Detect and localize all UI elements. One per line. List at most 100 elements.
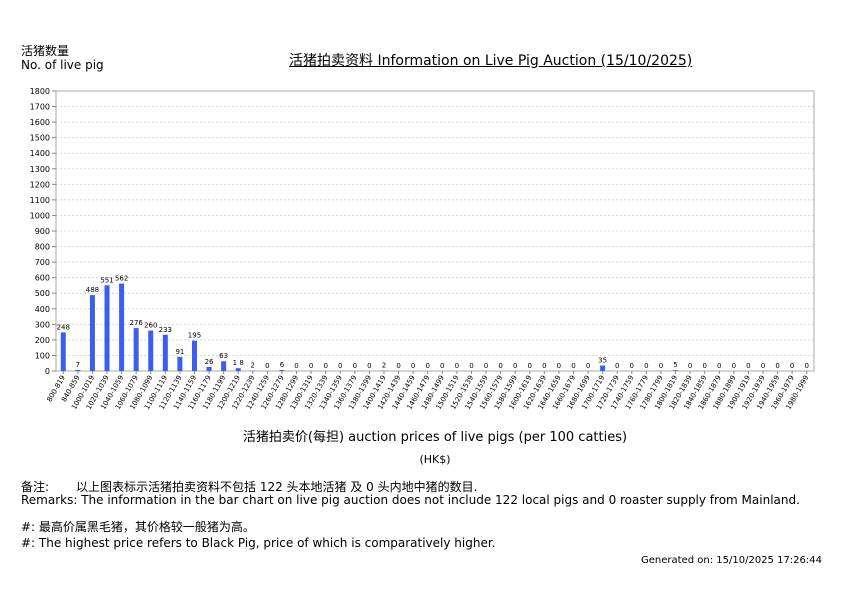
bar-value-label: 0 xyxy=(265,362,269,370)
y-axis-title-chinese: 活猪数量 xyxy=(21,44,70,58)
bar-value-label: 35 xyxy=(598,357,607,365)
remark-label: 备注: xyxy=(21,480,50,494)
bar-chart: 0100200300400500600700800900100011001200… xyxy=(30,87,815,411)
y-tick-label: 1800 xyxy=(30,87,50,96)
y-tick-label: 100 xyxy=(35,351,50,360)
bar xyxy=(162,334,168,371)
bar-value-label: 562 xyxy=(115,275,128,283)
bar-value-label: 0 xyxy=(557,362,561,370)
y-tick-label: 1000 xyxy=(30,211,50,220)
bar xyxy=(104,285,110,371)
x-axis-title: 活猪拍卖价(每担) auction prices of live pigs (p… xyxy=(242,430,628,445)
bar-value-label: 0 xyxy=(732,362,736,370)
bar-value-label: 0 xyxy=(688,362,692,370)
bar-value-label: 260 xyxy=(144,322,157,330)
bar-value-label: 0 xyxy=(702,362,706,370)
y-tick-label: 800 xyxy=(35,243,50,252)
bar xyxy=(119,283,125,371)
bar-value-label: 0 xyxy=(630,362,634,370)
bar-value-label: 0 xyxy=(323,362,327,370)
bar xyxy=(75,369,81,371)
bar-value-label: 233 xyxy=(159,326,172,334)
bar-value-label: 63 xyxy=(219,352,228,360)
y-tick-label: 400 xyxy=(35,305,50,314)
bar-value-label: 0 xyxy=(586,362,590,370)
bar-value-label: 0 xyxy=(513,362,517,370)
bar-value-label: 0 xyxy=(775,362,779,370)
note-english: #: The highest price refers to Black Pig… xyxy=(21,536,496,550)
bar-value-label: 2 xyxy=(382,362,386,370)
bar-value-label: 2 xyxy=(251,362,255,370)
bar-value-label: 0 xyxy=(309,362,313,370)
bar-value-label: 195 xyxy=(188,332,201,340)
bar-value-label: 248 xyxy=(57,323,70,331)
bar xyxy=(60,332,66,371)
chart-title: 活猪拍卖资料 Information on Live Pig Auction (… xyxy=(289,53,693,69)
y-tick-label: 500 xyxy=(35,289,50,298)
note-chinese: #: 最高价属黑毛猪，其价格较一般猪为高。 xyxy=(21,520,255,534)
generated-timestamp: Generated on: 15/10/2025 17:26:44 xyxy=(641,555,822,566)
x-axis-ticks: 800-819840-8591000-10191020-10391040-105… xyxy=(45,371,810,411)
y-tick-label: 600 xyxy=(35,274,50,283)
bar xyxy=(673,370,679,371)
bar-value-label: 0 xyxy=(571,362,575,370)
bar-value-label: 0 xyxy=(425,362,429,370)
y-tick-label: 0 xyxy=(45,367,50,376)
bar-value-label: 0 xyxy=(353,362,357,370)
bar-value-label: 0 xyxy=(542,362,546,370)
bar-value-label: 26 xyxy=(205,358,214,366)
bar-value-label: 0 xyxy=(455,362,459,370)
bar-value-label: 0 xyxy=(294,362,298,370)
bar xyxy=(279,370,285,371)
bar-value-label: 1 8 xyxy=(233,359,244,367)
bar-value-label: 0 xyxy=(440,362,444,370)
bar xyxy=(89,295,95,371)
y-tick-label: 1200 xyxy=(30,180,50,189)
y-tick-label: 200 xyxy=(35,336,50,345)
bar-value-label: 0 xyxy=(498,362,502,370)
bar-value-label: 0 xyxy=(804,362,808,370)
bar xyxy=(148,330,154,371)
bar-value-label: 0 xyxy=(746,362,750,370)
bar-value-label: 6 xyxy=(280,361,285,369)
bar-value-label: 0 xyxy=(790,362,794,370)
remark-chinese-text: 以上图表标示活猪拍卖资料不包括 122 头本地活猪 及 0 头内地中猪的数目. xyxy=(76,480,478,494)
y-axis-ticks: 0 100 200 300 400 500 600 700 800 900 1000 1100 1200… xyxy=(30,87,56,376)
bar-value-label: 0 xyxy=(338,362,342,370)
bar-value-label: 488 xyxy=(86,286,99,294)
y-tick-label: 1400 xyxy=(30,149,50,158)
bar-value-label: 5 xyxy=(673,361,677,369)
grid-lines xyxy=(56,106,814,356)
bar xyxy=(600,365,606,371)
bar-value-label: 0 xyxy=(528,362,532,370)
bar xyxy=(221,361,227,371)
bar-value-label: 0 xyxy=(411,362,415,370)
bar-value-label: 276 xyxy=(129,319,143,327)
bar xyxy=(133,328,139,371)
y-axis-title-english: No. of live pig xyxy=(21,58,104,72)
bar-value-label: 0 xyxy=(659,362,663,370)
y-tick-label: 1500 xyxy=(30,134,50,143)
y-tick-label: 1700 xyxy=(30,103,50,112)
bar xyxy=(191,340,197,371)
y-tick-label: 900 xyxy=(35,227,50,236)
bar-value-label: 551 xyxy=(100,276,113,284)
y-tick-label: 1600 xyxy=(30,118,50,127)
bar xyxy=(206,366,212,371)
bar-value-label: 0 xyxy=(396,362,400,370)
bar-value-label: 0 xyxy=(484,362,488,370)
bar-value-label: 0 xyxy=(367,362,371,370)
remark-english: Remarks: The information in the bar char… xyxy=(21,493,800,507)
remark-chinese: 备注: 以上图表标示活猪拍卖资料不包括 122 头本地活猪 及 0 头内地中猪的数… xyxy=(21,478,477,495)
bar-value-label: 0 xyxy=(717,362,721,370)
bar-value-label: 0 xyxy=(615,362,619,370)
y-tick-label: 1300 xyxy=(30,165,50,174)
bar-value-label: 91 xyxy=(175,348,184,356)
currency-unit: (HK$) xyxy=(419,453,451,466)
y-tick-label: 300 xyxy=(35,320,50,329)
bar xyxy=(235,368,241,371)
bar-value-label: 0 xyxy=(644,362,648,370)
bar-value-label: 7 xyxy=(76,361,80,369)
y-tick-label: 700 xyxy=(35,258,50,267)
